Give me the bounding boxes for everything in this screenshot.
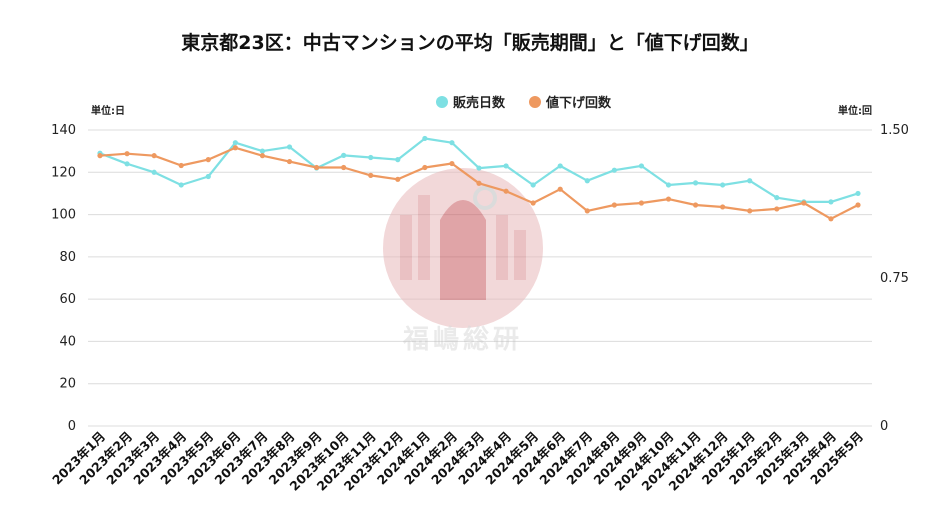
data-point-reductions [611, 202, 617, 208]
y-left-tick-label: 100 [51, 208, 76, 223]
data-point-days [178, 182, 184, 188]
watermark-building-2 [418, 195, 430, 280]
data-point-reductions [503, 188, 509, 194]
y-left-tick-label: 80 [59, 250, 76, 265]
data-point-days [449, 140, 455, 146]
data-point-reductions [828, 216, 834, 222]
data-point-reductions [449, 160, 455, 167]
data-point-reductions [584, 208, 590, 214]
data-point-reductions [124, 151, 130, 157]
data-point-reductions [665, 196, 672, 202]
y-left-tick-label: 40 [59, 334, 76, 349]
data-point-days [747, 178, 753, 184]
watermark: 福嶋総研 [383, 168, 543, 355]
data-point-reductions [747, 208, 753, 214]
legend-label-days: 販売日数 [453, 95, 506, 111]
legend: 販売日数 値下げ回数 [436, 95, 612, 111]
data-point-reductions [97, 153, 103, 159]
data-point-reductions [395, 176, 401, 182]
watermark-text: 福嶋総研 [402, 324, 523, 355]
y-left-unit: 単位:日 [91, 104, 125, 117]
watermark-building-1 [400, 215, 412, 280]
data-point-reductions [232, 145, 238, 151]
data-point-days [286, 144, 293, 150]
data-point-days [638, 163, 645, 169]
data-point-reductions [313, 164, 320, 171]
data-point-days [692, 180, 699, 186]
data-point-reductions [557, 186, 563, 192]
data-point-days [530, 182, 536, 188]
data-point-days [476, 165, 482, 171]
legend-item-days: 販売日数 [436, 95, 506, 111]
legend-marker-days [436, 96, 448, 108]
y-left-tick-label: 140 [51, 123, 76, 138]
data-point-reductions [774, 206, 780, 212]
data-point-days [503, 163, 509, 169]
legend-label-reductions: 値下げ回数 [545, 95, 612, 111]
data-point-days [422, 135, 428, 142]
y-right-tick-label: 0.75 [880, 271, 909, 286]
watermark-gear-icon [473, 186, 497, 210]
data-point-days [259, 148, 266, 154]
watermark-building-3 [496, 215, 508, 280]
data-point-reductions [530, 200, 536, 206]
data-point-reductions [855, 202, 861, 208]
data-point-reductions [422, 164, 428, 171]
y-left-tick-label: 120 [51, 165, 76, 180]
data-point-days [205, 173, 211, 180]
series-layer [97, 135, 861, 222]
data-point-days [611, 167, 617, 173]
data-point-reductions [341, 164, 347, 171]
data-point-days [557, 163, 563, 169]
data-point-days [828, 199, 834, 205]
data-point-reductions [720, 204, 726, 210]
x-tick-labels: 2023年1月2023年2月2023年3月2023年4月2023年5月2023年… [49, 429, 866, 494]
legend-marker-reductions [529, 96, 541, 108]
data-point-reductions [151, 153, 157, 159]
y-left-tick-label: 0 [68, 419, 76, 434]
watermark-building-4 [514, 230, 526, 280]
data-point-days [341, 152, 347, 158]
y-right-tick-label: 0 [880, 419, 888, 434]
data-point-days [774, 195, 780, 201]
watermark-figure [440, 200, 486, 300]
data-point-reductions [178, 162, 184, 169]
data-point-reductions [692, 202, 699, 208]
data-point-days [665, 182, 672, 188]
data-point-reductions [286, 158, 293, 165]
chart-title: 東京都23区：中古マンションの平均「販売期間」と「値下げ回数」 [181, 31, 758, 54]
data-point-days [584, 178, 590, 184]
legend-item-reductions: 値下げ回数 [529, 95, 612, 111]
y-left-ticks: 0 20 40 60 80 100 120 140 [51, 123, 76, 434]
data-point-reductions [368, 172, 374, 178]
y-right-unit: 単位:回 [838, 104, 872, 117]
y-right-ticks: 0 0.75 1.50 [880, 123, 909, 434]
data-point-reductions [801, 200, 807, 206]
y-left-tick-label: 20 [59, 377, 76, 392]
data-point-reductions [638, 200, 645, 206]
data-point-days [395, 157, 401, 163]
data-point-days [232, 140, 238, 146]
data-point-days [124, 161, 130, 167]
data-point-reductions [259, 153, 266, 159]
data-point-days [151, 169, 157, 175]
data-point-reductions [205, 157, 211, 163]
data-point-days [855, 190, 861, 197]
data-point-days [368, 154, 374, 161]
y-right-tick-label: 1.50 [880, 123, 909, 138]
y-left-tick-label: 60 [59, 292, 76, 307]
data-point-reductions [476, 180, 482, 186]
data-point-days [720, 182, 726, 188]
